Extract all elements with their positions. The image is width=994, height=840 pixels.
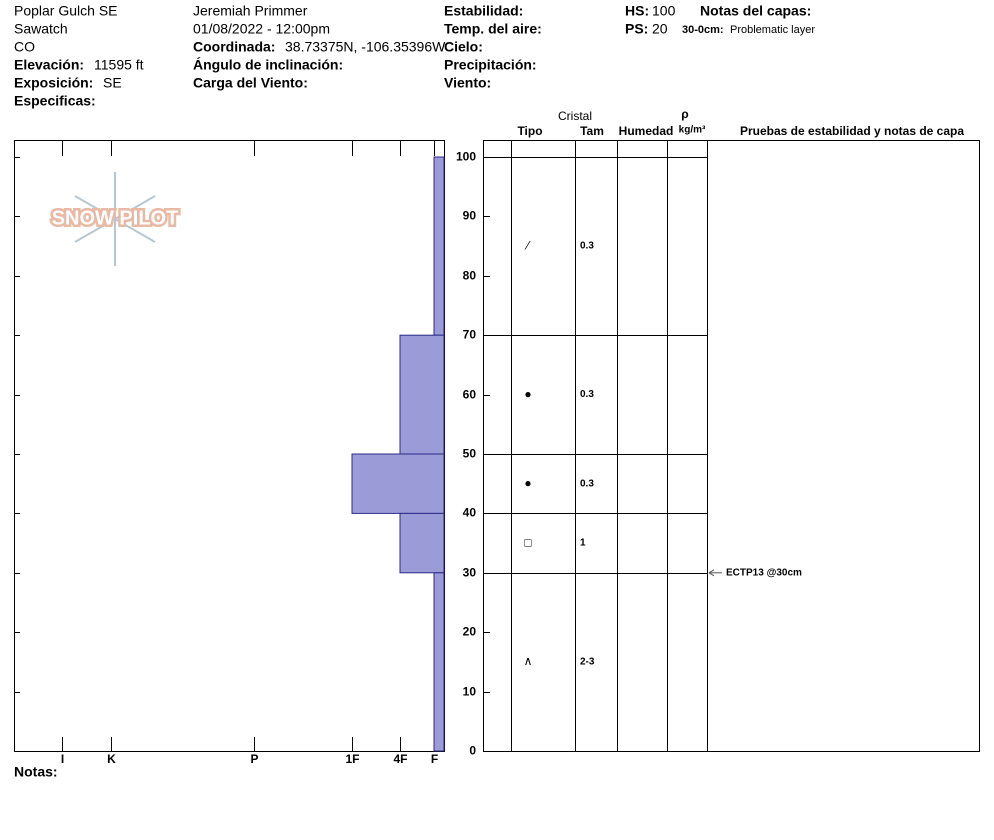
grain-type: ∧ [524,654,533,668]
column-header: ρ [681,107,688,121]
grain-size: 1 [580,538,586,549]
field-value: 20 [652,21,668,37]
field-label: Estabilidad: [444,3,523,19]
field-value: 38.73375N, -106.35396W [285,39,446,55]
y-tick-label: 80 [463,269,477,283]
y-tick-label: 100 [456,150,476,164]
grain-type: ● [524,387,531,401]
layer-notes-text: Problematic layer [730,24,815,36]
field-value: 11595 ft [94,57,144,73]
hardness-bar [399,512,445,574]
test-arrow-head [708,569,715,577]
field-label: Precipitación: [444,57,537,73]
column-header: kg/m³ [679,125,706,136]
hardness-bar [399,334,445,455]
field-value: SE [103,75,122,91]
grain-size: 2-3 [580,657,595,668]
observer: Jeremiah Primmer [193,3,308,19]
grain-type: □ [524,535,531,549]
column-header: Humedad [619,124,674,138]
column-header: Tam [580,124,604,138]
x-tick-label: 1F [345,752,359,766]
y-tick-label: 20 [463,625,477,639]
field-value: 100 [652,3,676,19]
column-header: Tipo [517,124,542,138]
field-label: Exposición: [14,75,93,91]
field-label: Temp. del aire: [444,21,542,37]
hardness-bar [433,156,445,336]
field-label: Coordinada: [193,39,275,55]
grain-size: 0.3 [580,478,594,489]
y-tick-label: 0 [469,744,476,758]
y-tick-label: 70 [463,328,477,342]
grain-size: 0.3 [580,241,594,252]
logo-text: SNOW PILOT [52,207,179,229]
y-tick-label: 40 [463,506,477,520]
x-tick-label: F [431,752,438,766]
x-tick-label: K [107,752,116,766]
notes-label: Notas: [14,764,58,780]
site-name: Poplar Gulch SE [14,3,118,19]
field-label: Viento: [444,75,491,91]
grain-size: 0.3 [580,389,594,400]
x-tick-label: P [250,752,258,766]
field-label: Especificas: [14,93,96,109]
y-tick-label: 30 [463,566,477,580]
field-label: Carga del Viento: [193,75,308,91]
x-tick-label: I [61,752,64,766]
profile-frame [14,140,445,752]
hardness-bar [351,453,445,514]
column-header: Cristal [558,109,592,123]
field-label: HS: [625,3,649,19]
x-tick-label: 4F [393,752,407,766]
y-tick-label: 60 [463,388,477,402]
column-header: Pruebas de estabilidad y notas de capa [740,124,964,138]
logo [74,172,156,266]
site-range: Sawatch [14,21,68,37]
test-label: ECTP13 @30cm [726,567,802,578]
table-frame [483,140,980,752]
field-label: Elevación: [14,57,84,73]
site-state: CO [14,39,35,55]
column-lines [511,140,708,751]
datetime: 01/08/2022 - 12:00pm [193,21,330,37]
field-label: PS: [625,21,648,37]
layer-notes-title: Notas del capas: [700,3,811,19]
hardness-bar [433,572,445,752]
grain-type: ⁄ [524,238,531,252]
y-tick-label: 90 [463,209,477,223]
field-label: Cielo: [444,39,483,55]
y-tick-label: 10 [463,685,477,699]
grain-type: ● [524,476,531,490]
layer-notes-range: 30-0cm: [682,24,724,36]
field-label: Ángulo de inclinación: [193,57,343,73]
y-tick-label: 50 [463,447,477,461]
